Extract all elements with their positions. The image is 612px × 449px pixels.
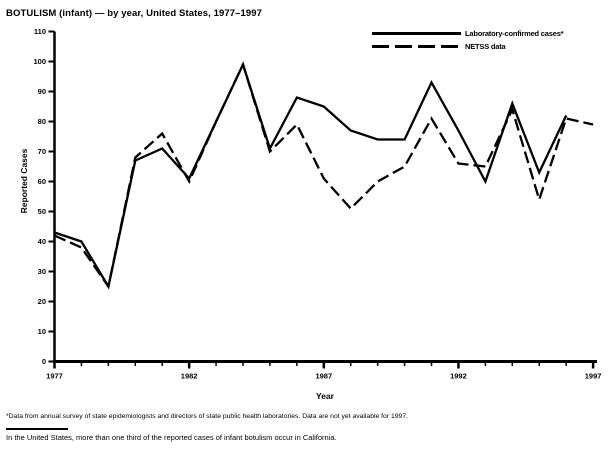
- x-tick-label: 1982: [181, 372, 198, 381]
- y-tick-label: 30: [38, 267, 46, 276]
- footnote-data-source: *Data from annual survey of state epidem…: [6, 413, 408, 420]
- y-tick-label: 70: [38, 147, 46, 156]
- y-tick-label: 20: [38, 297, 46, 306]
- series-netss-line: [54, 61, 594, 290]
- y-tick-label: 50: [38, 207, 46, 216]
- x-tick-label: 1987: [315, 372, 332, 381]
- legend-solid-line-swatch: [372, 32, 461, 35]
- y-tick-label: 110: [34, 27, 46, 36]
- legend-dashed-line-swatch: [372, 45, 461, 48]
- footnote-divider: [6, 428, 68, 430]
- y-tick-label: 100: [33, 57, 46, 66]
- chart-title: BOTULISM (infant) — by year, United Stat…: [6, 8, 263, 19]
- y-tick-label: 90: [38, 87, 46, 96]
- x-axis-label: Year: [316, 391, 334, 401]
- y-axis-label: Reported Cases: [19, 148, 29, 214]
- x-tick-label: 1992: [450, 372, 467, 381]
- y-tick-label: 10: [38, 327, 46, 336]
- y-tick-label: 0: [42, 357, 46, 366]
- x-tick-label: 1997: [585, 372, 602, 381]
- y-tick-label: 40: [38, 237, 46, 246]
- series-laboratory-confirmed-line: [54, 61, 568, 290]
- legend-label-laboratory-confirmed: Laboratory-confirmed cases*: [465, 29, 564, 38]
- x-tick-label: 1977: [46, 372, 63, 381]
- y-tick-label: 80: [38, 117, 46, 126]
- legend-label-netss: NETSS data: [465, 42, 506, 51]
- footnote-california-note: In the United States, more than one thir…: [6, 433, 337, 442]
- y-tick-label: 60: [38, 177, 46, 186]
